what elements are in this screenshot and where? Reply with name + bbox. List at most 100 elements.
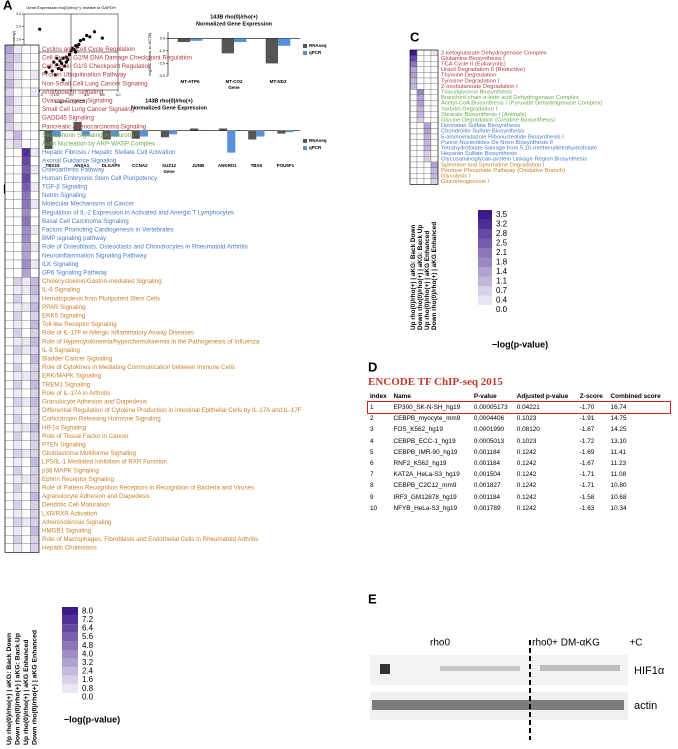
table-cell: -1.71 [579, 471, 595, 479]
heat-cell [13, 216, 23, 226]
row-label: Role of Cytokines in Mediating Communica… [42, 364, 235, 371]
table-cell: 13.10 [610, 437, 627, 445]
point [60, 61, 64, 65]
point [64, 60, 68, 64]
legend-tick-label: 1.8 [496, 257, 508, 266]
legend-swatch [62, 641, 78, 650]
heat-cell [416, 139, 425, 146]
row-label: Uracil Degradation II (Reductive) [441, 67, 525, 73]
heat-cell [423, 72, 432, 79]
x-tick-label: MT-ND3 [270, 79, 287, 84]
table-cell: KAT2A_HeLa-S3_hg19 [393, 471, 460, 479]
heat-cell [13, 156, 23, 166]
row-label: Gluconeogenesis I [441, 179, 489, 185]
row-label: Molecular Mechanisms of Cancer [42, 201, 134, 208]
bar [73, 121, 82, 131]
table-cell: -1.91 [579, 415, 595, 423]
legend-label: RNAseq [309, 138, 327, 143]
heat-cell [423, 117, 432, 123]
row-label: Semaphorin Signaling in Neurons [42, 132, 134, 139]
heat-cell [423, 94, 432, 101]
heat-cell [4, 311, 14, 321]
heat-cell [4, 526, 14, 536]
heat-cell [13, 345, 23, 355]
heat-cell [30, 500, 40, 510]
heat-cell [21, 173, 31, 183]
lane-label: +C [629, 638, 642, 649]
heat-cell [4, 62, 14, 71]
table-cell: 10.80 [610, 482, 627, 490]
heat-cell [423, 173, 432, 179]
heat-cell [13, 113, 23, 123]
x-tick-label: 1.0 [84, 93, 89, 97]
heat-cell [13, 294, 23, 304]
column-label: Down rho(0)/rho(+) | aKG Enhanced [32, 630, 39, 745]
heat-cell [13, 543, 23, 553]
table-cell: 0.001184 [473, 448, 501, 456]
heat-cell [21, 44, 31, 54]
heat-cell [13, 363, 23, 372]
table-cell: 11.41 [610, 448, 627, 456]
row-label: Hepatic Fibrosis / Hepatic Stellate Cell… [42, 149, 176, 156]
heat-cell [21, 70, 31, 80]
heat-cell [30, 371, 40, 381]
x-tick-label: JUNB [192, 163, 205, 168]
row-label: Dendritic Cell Maturation [42, 502, 110, 509]
heat-cell [409, 167, 418, 174]
point [75, 45, 79, 49]
heat-cell [4, 294, 14, 304]
heat-cell [21, 199, 31, 209]
point [44, 70, 48, 74]
heat-cell [4, 354, 14, 364]
heat-cell [416, 83, 425, 90]
heat-cell [13, 302, 23, 312]
heat-cell [423, 83, 432, 90]
heat-cell [30, 535, 40, 544]
heat-cell [4, 277, 14, 286]
heat-cell [13, 259, 23, 269]
heat-cell [21, 87, 31, 97]
row-label: 5-aminoimidazole Ribonucleotide Biosynth… [441, 134, 564, 140]
heat-cell [4, 337, 14, 347]
heat-cell [423, 61, 432, 67]
heat-cell [21, 337, 31, 347]
heat-cell [30, 62, 40, 71]
heat-cell [21, 311, 31, 321]
table-row: 3 FOS_K562_hg19 0.0001990 0.08120 -1.67 14.25 [368, 424, 670, 435]
column-label: Up rho(0)/rho(+) | aKG: Back Down [6, 633, 13, 745]
heat-cell [30, 517, 40, 527]
legend-label: qPCR [309, 50, 322, 55]
row-label: Role of Hypercytokinemia/hyperchemokinem… [42, 338, 260, 345]
heat-cell [21, 535, 31, 544]
heat-cell [30, 191, 40, 200]
heat-cell [30, 294, 40, 304]
row-label: Glycine Degradation (Creatine Biosynthes… [441, 118, 555, 124]
table-cell: 7 [370, 471, 374, 479]
heat-cell [21, 483, 31, 493]
heat-cell [30, 216, 40, 226]
bar [44, 130, 53, 149]
legend-tick-label: 0.4 [496, 295, 508, 304]
row-label: Ovarian Cancer Signaling [42, 98, 113, 105]
legend-tick-label: 1.1 [496, 276, 508, 285]
heat-cell [409, 133, 418, 140]
table-cell: RNF2_K562_hg19 [393, 460, 447, 468]
heat-cell [423, 139, 432, 146]
heat-cell [21, 113, 31, 123]
heat-cell [416, 111, 425, 118]
heat-cell [30, 79, 40, 89]
bar [219, 128, 228, 131]
heat-cell [30, 543, 40, 553]
heat-cell [4, 449, 14, 458]
heat-cell [4, 466, 14, 476]
legend-swatch [62, 684, 78, 693]
heat-cell [21, 105, 31, 114]
heat-cell [4, 423, 14, 433]
bar [52, 130, 61, 137]
row-label: Actin Nucleation by ARP-WASP Complex [42, 141, 156, 148]
y-tick-label: -1.0 [158, 49, 165, 53]
heat-cell [21, 242, 31, 252]
x-tick-label: ANKRD1 [218, 163, 237, 168]
row-label: Purine Nucleotides De Novo Biosynthesis … [441, 140, 553, 146]
heat-cell [4, 388, 14, 398]
